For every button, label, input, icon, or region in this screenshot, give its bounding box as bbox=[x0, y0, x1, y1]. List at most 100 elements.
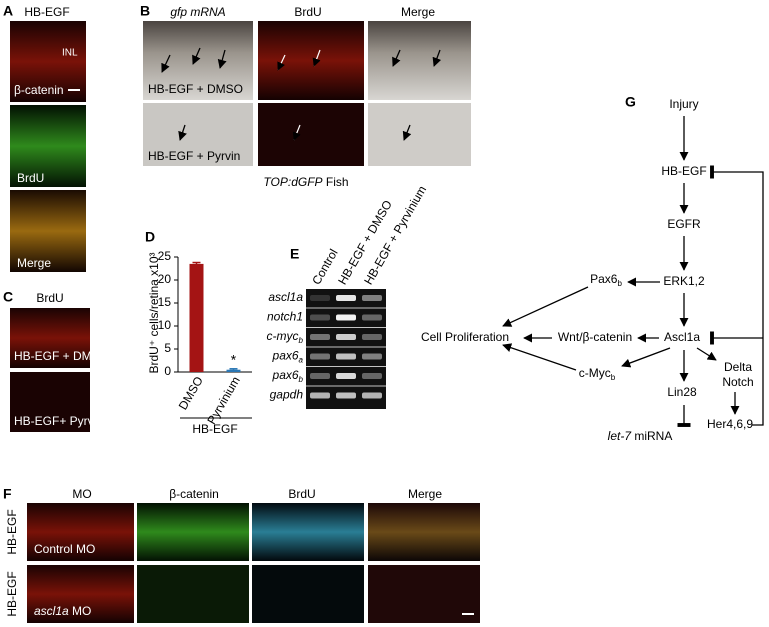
group-label: HB-EGF bbox=[192, 422, 237, 436]
node: Her4,6,9 bbox=[707, 417, 753, 431]
column-title: BrdU bbox=[294, 5, 321, 19]
panel-label: C bbox=[3, 289, 13, 305]
gel-band bbox=[362, 295, 382, 301]
gel-band bbox=[336, 334, 356, 340]
node-text: miRNA bbox=[634, 429, 672, 443]
node-text: Pax6 bbox=[590, 272, 618, 286]
node: Wnt/β-catenin bbox=[558, 330, 632, 344]
micrograph bbox=[368, 103, 471, 166]
arrow bbox=[217, 49, 227, 69]
node: EGFR bbox=[667, 217, 701, 231]
column-title: BrdU bbox=[288, 487, 315, 501]
subscript: b bbox=[617, 279, 622, 288]
gene-name: ascl1a bbox=[268, 290, 303, 304]
micrograph bbox=[252, 565, 364, 623]
stain-label: Merge bbox=[17, 256, 51, 270]
condition-label: HB-EGF + DMSO bbox=[148, 82, 243, 96]
condition-label: HB-EGF + DMSO bbox=[14, 349, 109, 363]
y-axis-label: BrdU⁺ cells/retina x10³ bbox=[147, 252, 161, 373]
y-tick-label: 0 bbox=[164, 364, 171, 378]
gel-band bbox=[310, 392, 330, 399]
y-tick-label: 25 bbox=[158, 249, 172, 263]
micrograph bbox=[10, 308, 90, 368]
gel-band bbox=[310, 295, 330, 301]
micrograph bbox=[368, 21, 471, 100]
gene-name: pax6 bbox=[272, 368, 299, 382]
micrograph bbox=[10, 190, 86, 272]
panel-label: G bbox=[625, 94, 636, 110]
micrograph bbox=[368, 565, 480, 623]
subscript: b bbox=[299, 375, 304, 384]
gene-label: notch1 bbox=[267, 310, 303, 324]
micrograph bbox=[27, 503, 134, 561]
gene-name: gapdh bbox=[270, 388, 304, 402]
subscript: b bbox=[611, 373, 616, 382]
subscript: b bbox=[299, 336, 304, 345]
node: let-7 miRNA bbox=[608, 429, 673, 443]
micrograph bbox=[10, 21, 86, 102]
gel-image bbox=[306, 289, 386, 409]
gene-name: ascl1a bbox=[34, 604, 69, 618]
micrograph bbox=[27, 565, 134, 623]
node: Delta bbox=[724, 360, 752, 374]
node: HB-EGF bbox=[661, 164, 706, 178]
node: Lin28 bbox=[667, 385, 697, 399]
column-title: Merge bbox=[408, 487, 442, 501]
subscript: a bbox=[299, 356, 304, 365]
arrow bbox=[192, 47, 201, 65]
panel-title: BrdU bbox=[36, 291, 63, 305]
node-text: c-Myc bbox=[579, 366, 611, 380]
caption-text: Fish bbox=[326, 175, 349, 189]
gel-band bbox=[310, 353, 330, 360]
gene-label: c-mycb bbox=[267, 329, 304, 345]
gene-name: notch1 bbox=[267, 310, 303, 324]
y-tick-label: 10 bbox=[158, 318, 172, 332]
panel-label: A bbox=[3, 3, 13, 19]
gel-band bbox=[336, 314, 356, 321]
node-italic: let-7 bbox=[608, 429, 633, 443]
y-tick-label: 5 bbox=[164, 341, 171, 355]
micrograph bbox=[10, 105, 86, 187]
gel-band bbox=[310, 314, 330, 321]
edge bbox=[502, 286, 589, 327]
x-tick-label: Pyrvinium bbox=[204, 374, 242, 427]
gene-label: gapdh bbox=[270, 388, 304, 402]
edge bbox=[621, 347, 671, 368]
arrow bbox=[178, 124, 187, 141]
arrows bbox=[161, 47, 442, 141]
arrow bbox=[432, 49, 442, 67]
y-tick-label: 15 bbox=[158, 295, 172, 309]
gel-band bbox=[336, 353, 356, 360]
micrograph bbox=[252, 503, 364, 561]
arrow bbox=[277, 54, 286, 71]
gene-label: pax6a bbox=[272, 349, 304, 365]
node: Pax6b bbox=[590, 272, 622, 288]
node: Notch bbox=[722, 375, 753, 389]
column-title: β-catenin bbox=[169, 487, 219, 501]
arrow bbox=[292, 124, 301, 141]
caption-italic: TOP:dGFP bbox=[263, 175, 322, 189]
panel-label: F bbox=[3, 486, 12, 502]
side-label: HB-EGF bbox=[5, 509, 19, 554]
gel-band bbox=[336, 392, 356, 399]
arrow bbox=[392, 49, 401, 67]
stain-label: β-catenin bbox=[14, 83, 64, 97]
micrograph bbox=[137, 503, 249, 561]
column-title: gfp mRNA bbox=[170, 5, 225, 19]
bar bbox=[189, 263, 204, 372]
layer-label: INL bbox=[62, 48, 78, 59]
node: Ascl1a bbox=[664, 330, 700, 344]
side-label: HB-EGF bbox=[5, 571, 19, 616]
gene-name: c-myc bbox=[267, 329, 299, 343]
condition-label: HB-EGF + Pyrvin bbox=[148, 149, 240, 163]
micrograph bbox=[258, 21, 364, 100]
pathway-diagram: Injury HB-EGF EGFR ERK1,2 Pax6b Ascl1a W… bbox=[421, 97, 764, 443]
edge bbox=[696, 347, 717, 361]
gel-band bbox=[310, 373, 330, 379]
micrograph bbox=[137, 565, 249, 623]
gel-band bbox=[362, 353, 382, 360]
micrograph bbox=[10, 372, 90, 432]
arrow bbox=[312, 49, 321, 67]
